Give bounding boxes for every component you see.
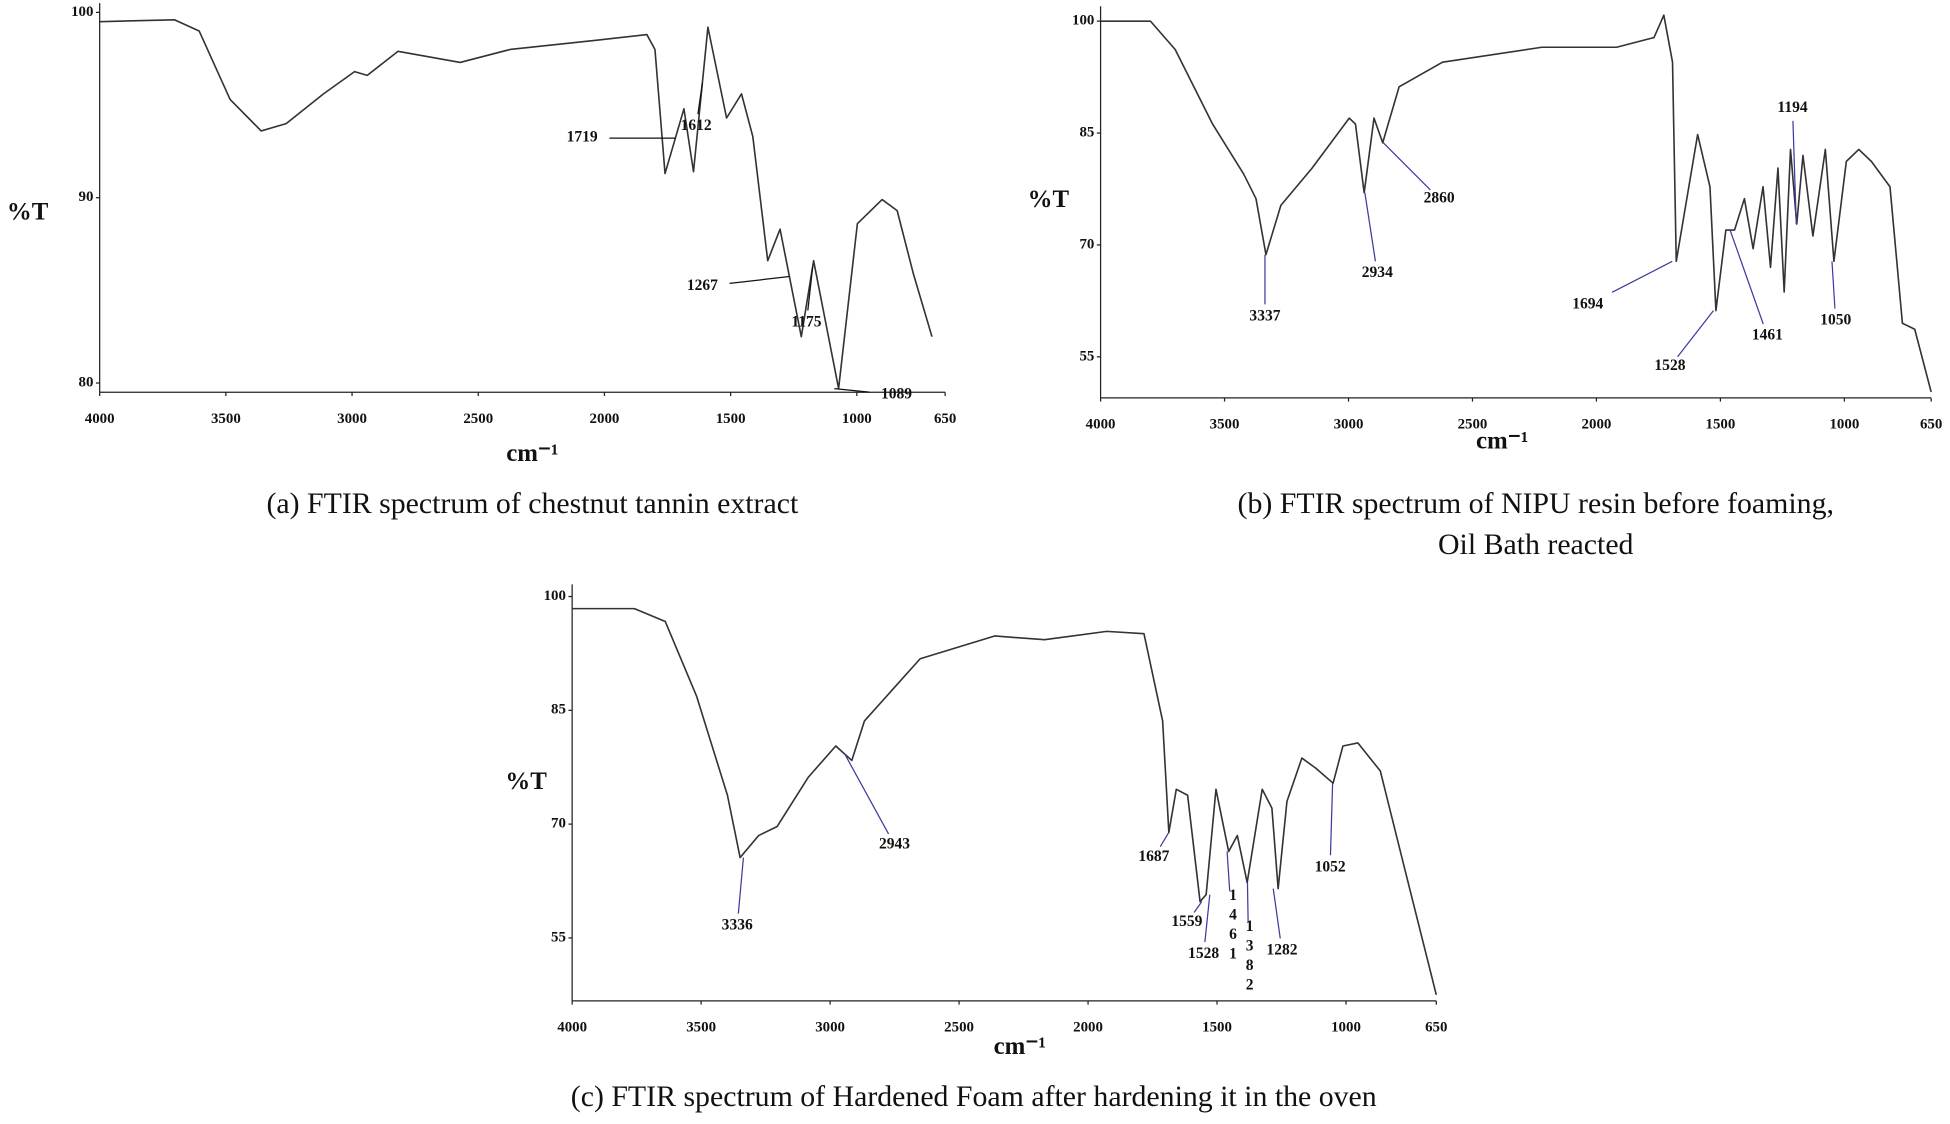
x-tick-label: 650	[934, 411, 956, 427]
y-tick-label: 100	[71, 4, 93, 20]
peak-label: 1267	[687, 277, 718, 294]
peak-leader	[737, 857, 745, 914]
y-tick-label: 85	[551, 702, 566, 718]
peak-label: 1528	[1188, 945, 1219, 962]
x-axis-label: cm⁻¹	[1476, 427, 1528, 454]
y-axis-label: %T	[505, 768, 547, 795]
peak-leader	[1611, 260, 1673, 293]
spectrum-line	[1100, 14, 1932, 393]
peak-leader	[1364, 192, 1377, 262]
peak-leader	[1159, 832, 1170, 848]
spectrum-line	[572, 607, 1438, 996]
x-tick-label: 4000	[1086, 417, 1116, 433]
peak-leader	[1831, 261, 1836, 309]
x-tick-label: 2000	[1073, 1020, 1103, 1036]
x-tick-label: 1500	[1705, 417, 1735, 433]
x-tick-label: 4000	[557, 1020, 587, 1036]
peak-label: 1282	[1266, 941, 1297, 958]
x-axis-label: cm⁻¹	[994, 1033, 1046, 1060]
peak-leader	[834, 387, 870, 393]
peak-leader	[807, 266, 814, 311]
peak-label: 1687	[1138, 848, 1169, 865]
y-tick-label: 100	[1072, 13, 1094, 29]
x-axis-label: cm⁻¹	[506, 440, 558, 467]
x-tick-label: 650	[1425, 1020, 1447, 1036]
x-tick-label: 2000	[1582, 417, 1612, 433]
peak-label: 1694	[1572, 295, 1603, 312]
peak-leader	[697, 82, 703, 115]
peak-label: 1382	[1241, 918, 1258, 996]
x-tick-label: 650	[1920, 417, 1942, 433]
peak-leader	[1329, 783, 1334, 856]
peak-leader	[1677, 310, 1714, 358]
x-tick-label: 3000	[815, 1020, 845, 1036]
peak-label: 1194	[1777, 99, 1807, 116]
x-tick-label: 3500	[1210, 417, 1240, 433]
y-tick-label: 55	[551, 929, 566, 945]
peak-leader	[1382, 142, 1431, 191]
caption: Oil Bath reacted	[1438, 528, 1634, 561]
peak-label: 2943	[879, 835, 910, 852]
peak-label: 1559	[1171, 913, 1202, 930]
x-tick-label: 3000	[1334, 417, 1364, 433]
x-tick-label: 4000	[85, 411, 115, 427]
y-axis-label: %T	[1028, 186, 1070, 213]
y-tick-label: 55	[1079, 348, 1094, 364]
y-tick-label: 70	[1079, 236, 1094, 252]
peak-leader	[1792, 120, 1797, 225]
y-tick-label: 100	[544, 588, 566, 604]
peak-label: 1050	[1820, 312, 1851, 329]
peak-label: 2860	[1424, 189, 1455, 206]
peak-leader	[844, 753, 890, 835]
x-tick-label: 2000	[590, 411, 620, 427]
peak-label: 1461	[1752, 326, 1783, 343]
peak-leader	[1226, 851, 1231, 892]
peak-label: 1528	[1654, 357, 1685, 374]
y-tick-label: 70	[551, 816, 566, 832]
peak-label: 1612	[681, 117, 712, 134]
peak-leader	[1246, 882, 1249, 923]
x-tick-label: 3500	[211, 411, 241, 427]
x-tick-label: 3500	[686, 1020, 716, 1036]
x-tick-label: 2500	[1458, 417, 1488, 433]
x-tick-label: 2500	[944, 1020, 974, 1036]
y-tick-label: 90	[79, 189, 94, 205]
peak-leader	[1729, 229, 1764, 325]
x-tick-label: 1000	[1829, 417, 1859, 433]
y-tick-label: 85	[1079, 124, 1094, 140]
x-tick-label: 3000	[337, 411, 367, 427]
peak-label: 2934	[1362, 264, 1393, 281]
x-tick-label: 1500	[716, 411, 746, 427]
spectrum-line	[99, 18, 933, 390]
x-tick-label: 1500	[1202, 1020, 1232, 1036]
peak-leader	[1272, 888, 1281, 939]
x-tick-label: 2500	[463, 411, 493, 427]
x-tick-label: 1000	[1331, 1020, 1361, 1036]
peak-label: 1719	[567, 129, 598, 146]
peak-label: 1089	[881, 385, 912, 402]
peak-leader	[729, 275, 790, 285]
peak-label: 1175	[791, 313, 821, 330]
caption: (b) FTIR spectrum of NIPU resin before f…	[1238, 487, 1834, 520]
y-tick-label: 80	[79, 374, 94, 390]
x-tick-label: 1000	[842, 411, 872, 427]
peak-label: 3337	[1249, 307, 1280, 324]
peak-label: 1461	[1225, 887, 1242, 965]
peak-label: 1052	[1315, 858, 1346, 875]
caption: (c) FTIR spectrum of Hardened Foam after…	[571, 1080, 1377, 1113]
peak-label: 3336	[722, 916, 753, 933]
peak-leader	[1193, 901, 1203, 913]
y-axis-label: %T	[7, 199, 49, 226]
peak-leader	[1204, 894, 1211, 943]
caption: (a) FTIR spectrum of chestnut tannin ext…	[266, 487, 798, 520]
